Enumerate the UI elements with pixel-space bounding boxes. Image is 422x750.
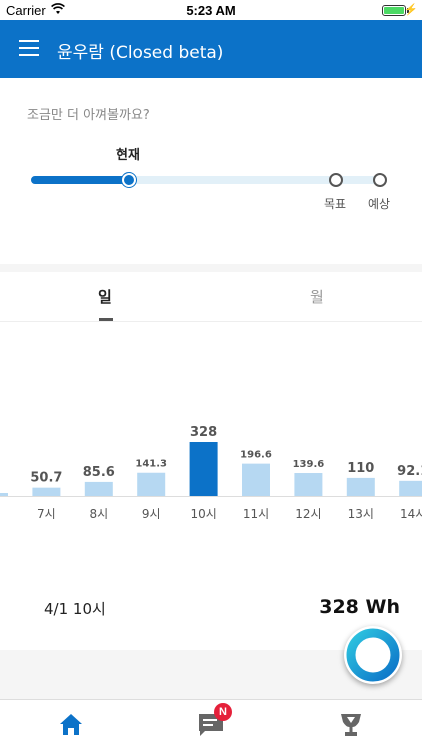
bar-category-label: 9시 bbox=[142, 507, 161, 521]
chart-bar[interactable] bbox=[137, 472, 166, 496]
bottom-nav: N bbox=[0, 699, 422, 750]
bar-category-label: 10시 bbox=[190, 507, 216, 521]
bar-value-label: 92.1 bbox=[397, 464, 422, 479]
bar-category-label: 13시 bbox=[348, 507, 374, 521]
battery-icon bbox=[382, 5, 406, 16]
progress-track bbox=[31, 176, 383, 184]
bar-value-label: 328 bbox=[190, 425, 217, 440]
current-label: 현재 bbox=[116, 148, 140, 163]
bar-value-label: 141.3 bbox=[135, 459, 167, 470]
current-marker bbox=[122, 173, 136, 187]
selected-time: 4/1 10시 bbox=[44, 600, 106, 618]
bar-value-label: 85.6 bbox=[83, 465, 115, 480]
chart-bar[interactable] bbox=[84, 481, 113, 496]
nav-trophy[interactable] bbox=[336, 710, 366, 740]
hourly-bar-chart[interactable]: 6시50.77시85.68시141.39시32810시196.611시139.6… bbox=[0, 412, 422, 532]
home-icon bbox=[60, 714, 82, 735]
bar-category-label: 11시 bbox=[243, 507, 269, 521]
tab-indicator bbox=[99, 318, 113, 321]
chart-bar[interactable] bbox=[294, 473, 323, 496]
progress-fill bbox=[31, 176, 129, 184]
tab-month[interactable]: 월 bbox=[310, 288, 324, 306]
chart-bar[interactable] bbox=[242, 463, 270, 496]
fab-button[interactable] bbox=[344, 626, 402, 684]
chart-bar[interactable] bbox=[189, 442, 218, 496]
battery-tip bbox=[407, 8, 409, 13]
app-title: 윤우람 (Closed beta) bbox=[57, 43, 224, 63]
goal-question: 조금만 더 아껴볼까요? bbox=[27, 108, 150, 123]
bar-category-label: 7시 bbox=[37, 507, 56, 521]
messages-badge: N bbox=[214, 703, 232, 721]
wifi-icon bbox=[51, 3, 65, 14]
bar-value-label: 50.7 bbox=[30, 471, 62, 486]
goal-label: 목표 bbox=[324, 197, 347, 211]
message-icon bbox=[199, 714, 223, 736]
chart-bar[interactable] bbox=[0, 493, 8, 496]
charging-icon: ⚡ bbox=[404, 4, 418, 16]
nav-messages[interactable]: N bbox=[196, 703, 232, 740]
app-bar: 윤우람 (Closed beta) bbox=[0, 20, 422, 78]
selected-value: 328 Wh bbox=[319, 596, 400, 618]
chart-bar[interactable] bbox=[399, 480, 422, 496]
chart-bar[interactable] bbox=[346, 477, 375, 496]
loading-ring-icon bbox=[346, 628, 400, 682]
bar-category-label: 12시 bbox=[295, 507, 321, 521]
bar-value-label: 110 bbox=[347, 461, 374, 476]
tab-day[interactable]: 일 bbox=[98, 288, 112, 306]
bar-category-label: 14시 bbox=[400, 507, 422, 521]
period-tabs: 일 월 bbox=[0, 272, 422, 322]
chart-card: 일 월 6시50.77시85.68시141.39시32810시196.611시1… bbox=[0, 272, 422, 650]
bar-value-label: 139.6 bbox=[293, 459, 325, 470]
nav-home[interactable] bbox=[56, 710, 86, 740]
chart-bar[interactable] bbox=[32, 487, 61, 496]
bar-value-label: 196.6 bbox=[240, 450, 272, 461]
goal-marker bbox=[329, 173, 343, 187]
status-bar: Carrier 5:23 AM ⚡ bbox=[0, 0, 422, 20]
bar-category-label: 8시 bbox=[89, 507, 108, 521]
menu-icon[interactable] bbox=[19, 40, 39, 56]
goal-card: 조금만 더 아껴볼까요? 현재 목표 예상 bbox=[0, 78, 422, 264]
predict-marker bbox=[373, 173, 387, 187]
carrier-label: Carrier bbox=[6, 3, 46, 18]
predict-label: 예상 bbox=[368, 197, 391, 211]
status-time: 5:23 AM bbox=[186, 3, 236, 18]
trophy-icon bbox=[341, 714, 361, 736]
